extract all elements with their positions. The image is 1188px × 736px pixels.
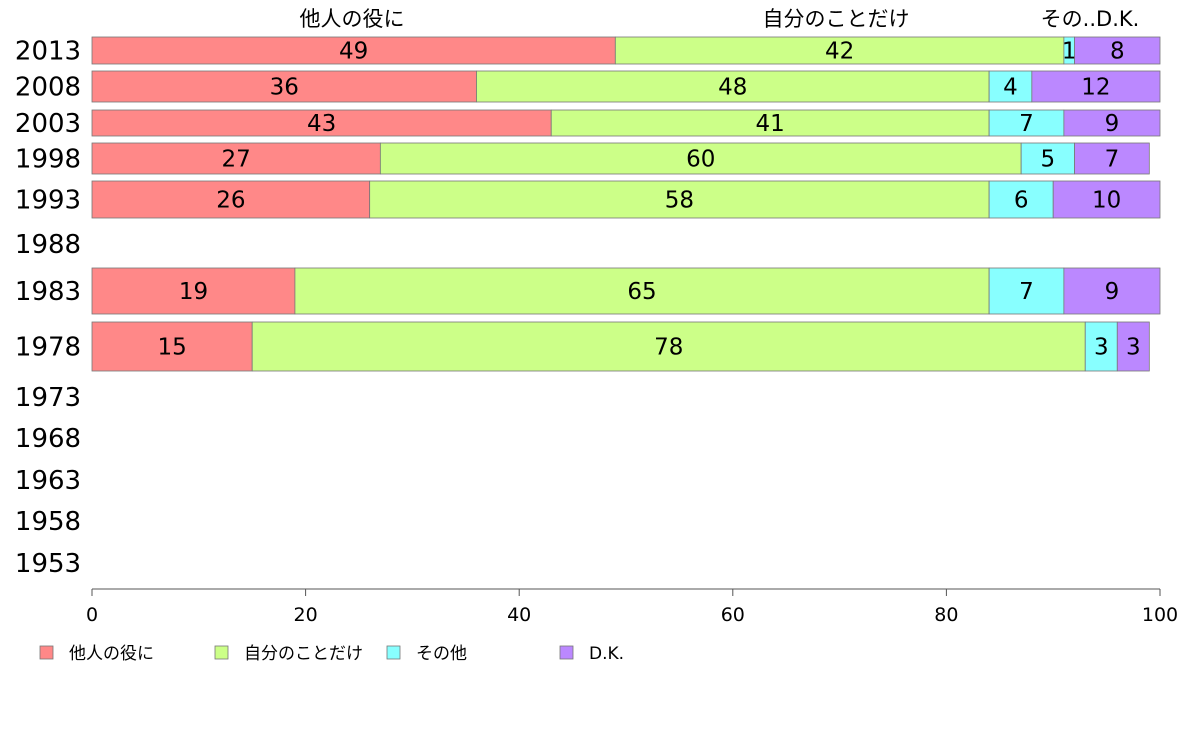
bar-1993-series-2 (988, 180, 1054, 219)
y-tick-label-1993: 1993 (15, 186, 81, 216)
data-label-1993-series-1: 58 (665, 188, 694, 214)
x-tick-label-0: 0 (86, 604, 98, 626)
bar-1983-series-1 (294, 267, 990, 315)
y-tick-label-2003: 2003 (15, 109, 81, 139)
data-label-1993-series-3: 10 (1092, 188, 1121, 214)
bar-1978-series-1 (251, 321, 1086, 372)
y-tick-label-1998: 1998 (15, 145, 81, 175)
y-tick-label-1968: 1968 (15, 424, 81, 454)
legend-swatch-1 (214, 645, 229, 660)
top-label-other-dk: その..D.K. (1041, 7, 1140, 31)
bar-2008-series-1 (476, 70, 990, 103)
data-label-1978-series-3: 3 (1126, 335, 1141, 361)
y-tick-label-1963: 1963 (15, 466, 81, 496)
bar-1983-series-0 (91, 267, 296, 315)
y-tick-label-1958: 1958 (15, 507, 81, 537)
legend-label-0: 他人の役に (69, 644, 154, 664)
data-label-2003-series-3: 9 (1105, 111, 1120, 137)
data-label-1978-series-0: 15 (157, 335, 186, 361)
y-tick-label-1953: 1953 (15, 549, 81, 579)
x-tick-label-40: 40 (507, 604, 531, 626)
data-label-1983-series-2: 7 (1019, 279, 1034, 305)
data-label-1998-series-0: 27 (222, 147, 251, 173)
data-label-2013-series-2: 1 (1062, 39, 1077, 65)
top-labels: 他人の役に 自分のことだけ その..D.K. (300, 7, 1140, 31)
bar-2008-series-0 (91, 70, 477, 103)
legend: 他人の役に 自分のことだけ その他 D.K. (39, 644, 624, 664)
legend-label-2: その他 (416, 644, 467, 664)
data-label-2008-series-2: 4 (1003, 75, 1018, 101)
bar-1978-series-0 (91, 321, 253, 372)
y-tick-label-2013: 2013 (15, 37, 81, 67)
x-tick-label-60: 60 (721, 604, 745, 626)
bar-2013-series-1 (614, 36, 1065, 65)
data-label-1983-series-0: 19 (179, 279, 208, 305)
y-tick-label-1973: 1973 (15, 383, 81, 413)
bar-1993-series-1 (369, 180, 990, 219)
data-label-1978-series-1: 78 (654, 335, 683, 361)
y-tick-label-1988: 1988 (15, 230, 81, 260)
bar-1978-series-3 (1116, 321, 1150, 372)
legend-swatch-2 (386, 645, 401, 660)
bar-1983-series-2 (988, 267, 1065, 315)
data-label-2008-series-3: 12 (1081, 75, 1110, 101)
data-label-1998-series-1: 60 (686, 147, 715, 173)
y-tick-label-2008: 2008 (15, 73, 81, 103)
legend-swatch-0 (39, 645, 54, 660)
top-label-others-help: 他人の役に (300, 7, 405, 31)
legend-label-3: D.K. (589, 644, 624, 664)
x-tick-label-20: 20 (294, 604, 318, 626)
bar-1998-series-3 (1074, 142, 1150, 175)
y-tick-label-1978: 1978 (15, 333, 81, 363)
data-label-1993-series-0: 26 (216, 188, 245, 214)
data-label-2013-series-0: 49 (339, 39, 368, 65)
data-label-2003-series-2: 7 (1019, 111, 1034, 137)
data-label-2008-series-0: 36 (270, 75, 299, 101)
y-tick-label-1983: 1983 (15, 277, 81, 307)
data-label-1993-series-2: 6 (1014, 188, 1029, 214)
data-label-1983-series-3: 9 (1105, 279, 1120, 305)
legend-swatch-3 (559, 645, 574, 660)
data-label-2008-series-1: 48 (718, 75, 747, 101)
bar-1998-series-0 (91, 142, 381, 175)
data-label-1978-series-2: 3 (1094, 335, 1109, 361)
bar-1983-series-3 (1063, 267, 1161, 315)
bar-1993-series-0 (91, 180, 371, 219)
data-label-2003-series-0: 43 (307, 111, 336, 137)
data-label-1983-series-1: 65 (627, 279, 656, 305)
y-axis-labels: 2013 2008 2003 1998 1993 1988 1983 1978 1973 1968… (15, 37, 81, 580)
x-tick-label-100: 100 (1142, 604, 1178, 626)
bar-2003-series-3 (1063, 109, 1161, 137)
data-label-1998-series-3: 7 (1105, 147, 1120, 173)
bar-2008-series-3 (1031, 70, 1161, 103)
bar-1993-series-3 (1052, 180, 1161, 219)
data-label-2013-series-3: 8 (1110, 39, 1125, 65)
legend-label-1: 自分のことだけ (244, 644, 363, 664)
bar-1998-series-1 (379, 142, 1022, 175)
bar-2003-series-1 (550, 109, 990, 137)
data-label-2003-series-1: 41 (756, 111, 785, 137)
top-label-self-only: 自分のことだけ (763, 7, 910, 31)
bar-1978-series-2 (1084, 321, 1118, 372)
data-label-1998-series-2: 5 (1041, 147, 1056, 173)
bar-2013-series-0 (91, 36, 616, 65)
x-tick-label-80: 80 (934, 604, 958, 626)
data-label-2013-series-1: 42 (825, 39, 854, 65)
bar-2013-series-3 (1074, 36, 1161, 65)
x-axis: 0 20 40 60 80 100 (86, 588, 1178, 626)
bar-2003-series-0 (91, 109, 552, 137)
bar-2008-series-2 (988, 70, 1033, 103)
